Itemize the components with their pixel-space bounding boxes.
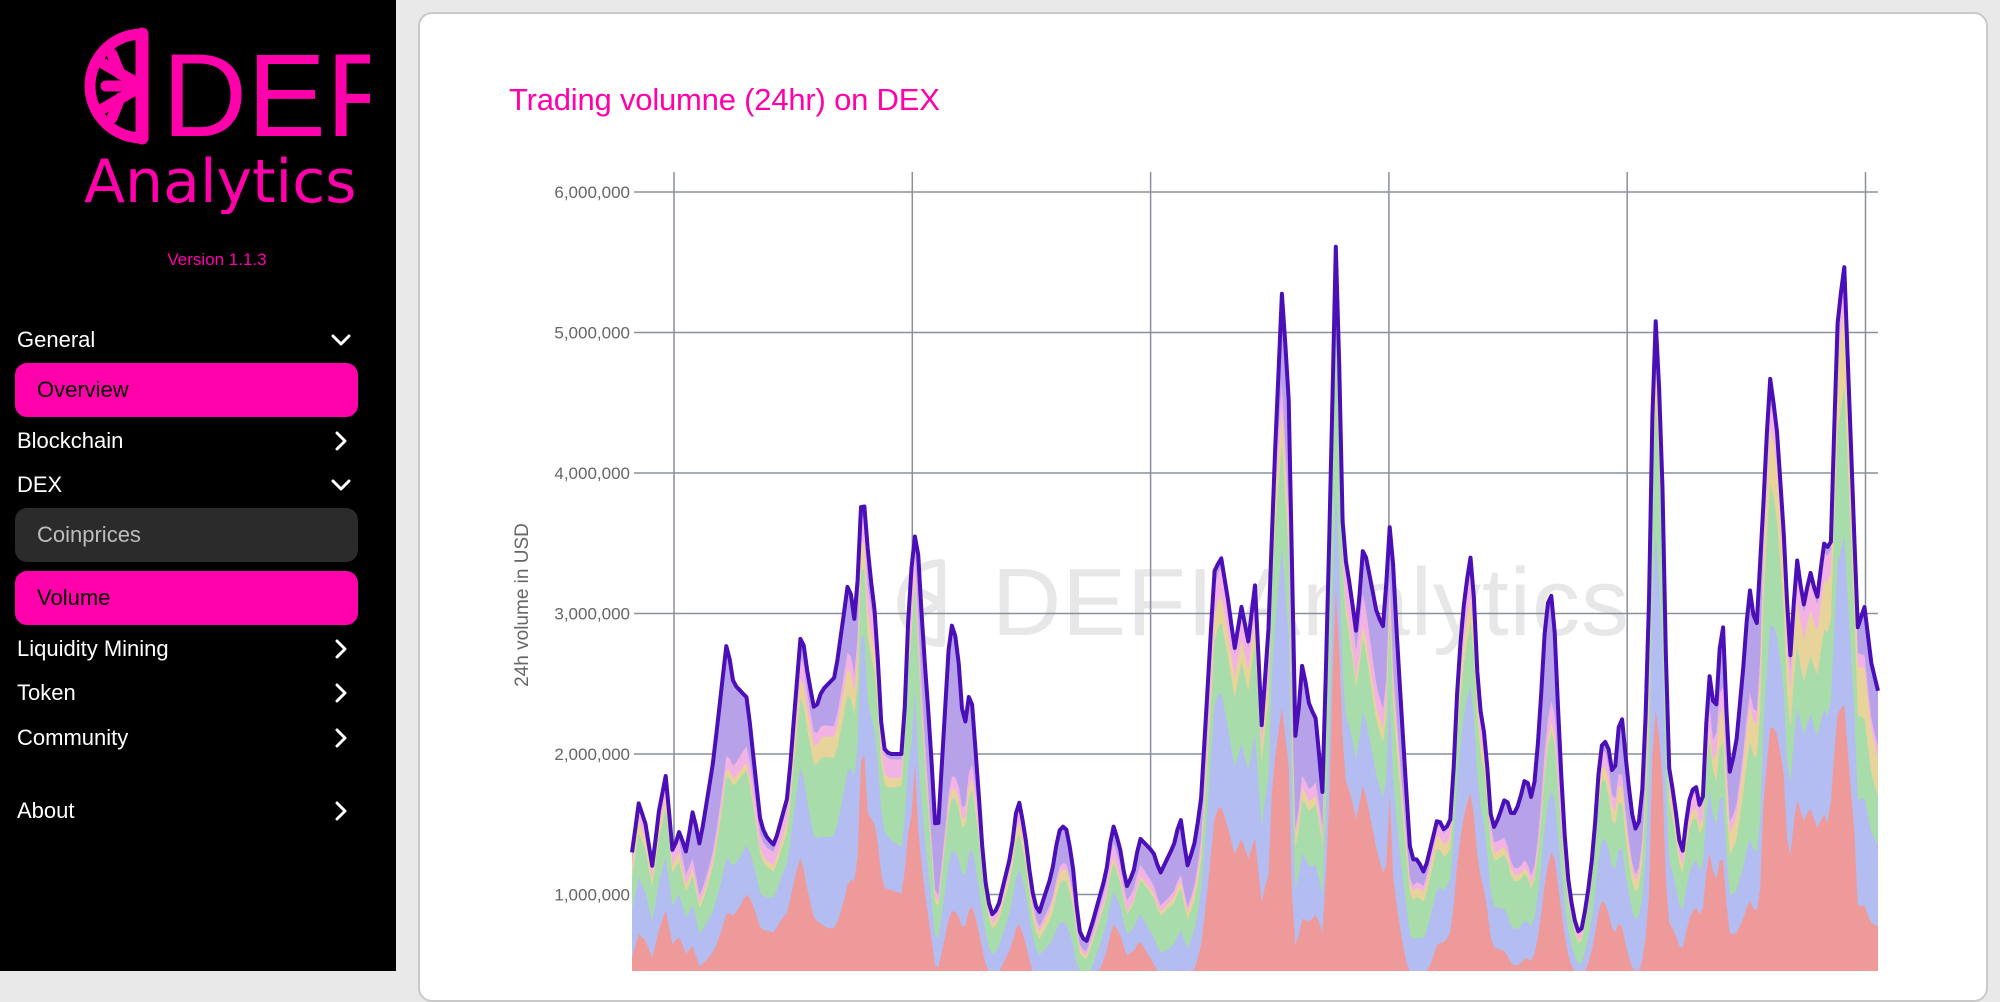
chart-y-axis: 1,000,000 2,000,000 3,000,000 4,000,000 5,00…	[554, 183, 630, 905]
nav-general-label: General	[17, 327, 96, 352]
sidebar: DEFI Analytics Version 1.1.3 General Ove…	[0, 0, 431, 971]
nav-general[interactable]: General	[17, 320, 352, 360]
y-tick-label: 3,000,000	[554, 605, 630, 624]
chevron-down-icon	[330, 329, 352, 351]
nav-dex[interactable]: DEX	[17, 465, 352, 505]
y-tick-label: 1,000,000	[554, 886, 630, 905]
version-label: Version 1.1.3	[167, 250, 267, 269]
nav-blockchain-label: Blockchain	[17, 428, 124, 453]
y-tick-label: 6,000,000	[554, 183, 630, 202]
area-series-4	[632, 306, 1878, 971]
y-axis-label: 24h volume in USD	[512, 523, 533, 687]
nav-item-coinprices[interactable]: Coinprices	[15, 508, 358, 562]
nav-community-label: Community	[17, 725, 129, 750]
chevron-right-icon	[330, 800, 352, 822]
nav-item-volume-label: Volume	[37, 585, 111, 610]
volume-chart[interactable]: 1,000,000 2,000,000 3,000,000 4,000,000 5,00…	[0, 0, 2000, 971]
nav-item-volume[interactable]: Volume	[15, 571, 358, 625]
nav-item-overview[interactable]: Overview	[15, 363, 358, 417]
nav-token-label: Token	[17, 680, 76, 705]
nav-about[interactable]: About	[17, 791, 352, 831]
area-series-3	[632, 321, 1878, 971]
nav-blockchain[interactable]: Blockchain	[17, 421, 352, 461]
nav-community[interactable]: Community	[17, 718, 352, 758]
logo-text-bottom: Analytics	[84, 147, 356, 214]
chevron-right-icon	[330, 727, 352, 749]
chevron-right-icon	[330, 430, 352, 452]
y-tick-label: 2,000,000	[554, 745, 630, 764]
nav-item-coinprices-label: Coinprices	[37, 522, 141, 547]
nav-token[interactable]: Token	[17, 673, 352, 713]
chevron-down-icon	[330, 474, 352, 496]
chevron-right-icon	[330, 682, 352, 704]
chart-title: Trading volumne (24hr) on DEX	[509, 82, 940, 117]
chevron-right-icon	[330, 638, 352, 660]
total-volume-line	[630, 244, 1880, 943]
nav-item-overview-label: Overview	[37, 377, 129, 402]
y-tick-label: 4,000,000	[554, 464, 630, 483]
nav-liquidity-mining[interactable]: Liquidity Mining	[17, 629, 352, 669]
snowflake-icon	[84, 27, 149, 145]
area-series-1	[632, 587, 1878, 971]
chart-total-line	[630, 244, 1880, 943]
nav-about-label: About	[17, 798, 75, 823]
nav-liquidity-mining-label: Liquidity Mining	[17, 636, 169, 661]
nav-dex-label: DEX	[17, 472, 63, 497]
y-tick-label: 5,000,000	[554, 324, 630, 343]
